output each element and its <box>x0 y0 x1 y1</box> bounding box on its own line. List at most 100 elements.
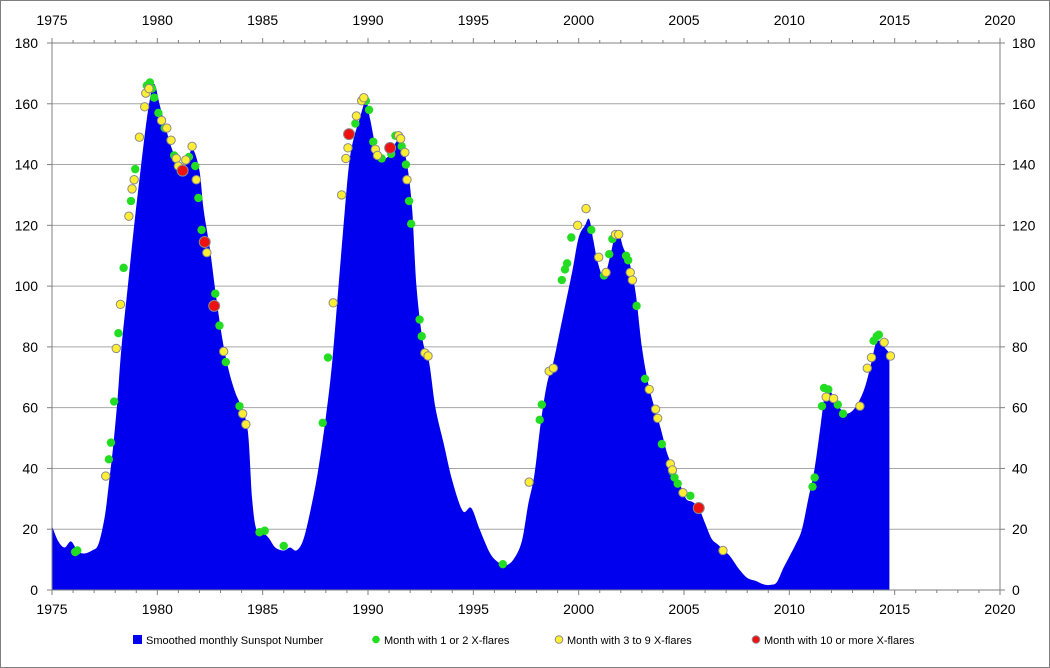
yellow-flare-marker <box>351 111 362 121</box>
yellow-flare-marker <box>359 93 369 103</box>
yellow-flare-marker <box>115 299 126 310</box>
yellow-flare-marker <box>423 351 433 361</box>
green-flare-marker <box>824 385 833 394</box>
flare-markers <box>70 78 896 569</box>
y-tick-label-right: 40 <box>1012 460 1028 476</box>
green-flare-marker <box>369 137 378 146</box>
red-flare-marker <box>208 299 221 312</box>
yellow-flare-marker <box>625 267 635 278</box>
tick-labels: 1975 1975 1980 1980 1985 1985 1990 1990 1995 1995… <box>15 12 1036 617</box>
legend-label-green: Month with 1 or 2 X-flares <box>384 635 510 647</box>
sunspot-area <box>52 83 890 590</box>
yellow-flare-marker <box>395 134 406 144</box>
green-flare-marker <box>498 559 508 569</box>
green-flare-marker <box>114 329 123 338</box>
y-tick-label-left: 140 <box>15 157 39 173</box>
yellow-flare-marker <box>241 419 251 430</box>
legend-swatch-area <box>133 635 142 644</box>
yellow-flare-marker <box>866 352 877 363</box>
y-tick-label-left: 160 <box>15 96 39 112</box>
green-flare-marker <box>535 415 544 425</box>
yellow-flare-marker <box>129 175 139 185</box>
y-tick-label-right: 80 <box>1012 339 1028 355</box>
yellow-flare-marker <box>166 135 176 145</box>
green-flare-marker <box>323 353 333 362</box>
yellow-flare-marker <box>181 155 191 165</box>
green-flare-marker <box>279 541 288 551</box>
x-tick-label-top: 2015 <box>879 12 910 28</box>
x-tick-label-top: 1985 <box>247 12 278 28</box>
yellow-flare-marker <box>237 409 248 419</box>
sunspot-area-layer <box>52 83 890 590</box>
x-tick-label-bottom: 1980 <box>142 601 173 617</box>
green-flare-marker <box>817 401 827 411</box>
green-flare-marker <box>149 93 159 102</box>
red-flare-marker <box>692 501 705 514</box>
x-tick-label-bottom: 1975 <box>36 601 67 617</box>
green-flare-marker <box>415 315 424 324</box>
green-flare-marker <box>401 160 411 169</box>
x-tick-label-bottom: 1985 <box>247 601 278 617</box>
yellow-flare-marker <box>187 141 197 152</box>
yellow-flare-marker <box>202 247 212 258</box>
green-flare-marker <box>657 439 667 449</box>
yellow-flare-marker <box>162 123 172 133</box>
green-flare-marker <box>211 289 220 298</box>
yellow-flare-marker <box>127 184 137 194</box>
legend-label-red: Month with 10 or more X-flares <box>764 635 915 647</box>
yellow-flare-marker <box>879 337 889 348</box>
green-flare-marker <box>318 418 327 428</box>
yellow-flare-marker <box>402 175 412 185</box>
legend-swatch-red <box>751 635 761 644</box>
green-flare-marker <box>838 409 848 418</box>
y-tick-label-left: 40 <box>22 460 38 476</box>
x-tick-label-top: 2010 <box>774 12 805 28</box>
y-tick-label-right: 160 <box>1012 96 1036 112</box>
x-tick-label-bottom: 1990 <box>352 601 383 617</box>
y-tick-label-left: 0 <box>30 582 38 598</box>
y-tick-label-left: 60 <box>22 400 38 416</box>
legend-swatch-green <box>372 635 380 644</box>
green-flare-marker <box>673 479 682 488</box>
x-tick-label-bottom: 2015 <box>879 601 910 617</box>
x-tick-label-bottom: 2000 <box>563 601 594 617</box>
yellow-flare-marker <box>101 471 111 481</box>
green-flare-marker <box>73 546 82 555</box>
axes <box>47 38 1005 595</box>
y-tick-label-right: 100 <box>1012 278 1036 294</box>
yellow-flare-marker <box>336 190 347 200</box>
legend: Smoothed monthly Sunspot Number Month wit… <box>133 635 915 647</box>
yellow-flare-marker <box>343 143 353 153</box>
green-flare-marker <box>260 526 269 535</box>
yellow-flare-marker <box>144 83 154 94</box>
red-flare-marker <box>176 164 189 177</box>
y-tick-label-right: 20 <box>1012 521 1028 537</box>
y-tick-label-right: 120 <box>1012 217 1036 233</box>
y-tick-label-left: 120 <box>15 217 39 233</box>
y-tick-label-right: 0 <box>1012 582 1020 598</box>
yellow-flare-marker <box>718 545 728 556</box>
green-flare-marker <box>197 225 206 235</box>
x-tick-label-top: 2005 <box>668 12 699 28</box>
green-flare-marker <box>810 473 819 482</box>
yellow-flare-marker <box>548 363 559 373</box>
green-flare-marker <box>109 397 119 406</box>
yellow-flare-marker <box>524 477 534 487</box>
green-flare-marker <box>126 196 136 206</box>
red-flare-marker <box>343 128 356 141</box>
green-flare-marker <box>874 330 884 339</box>
yellow-flare-marker <box>572 220 583 231</box>
legend-label-yellow: Month with 3 to 9 X-flares <box>567 635 692 647</box>
y-tick-label-left: 20 <box>22 521 38 537</box>
yellow-flare-marker <box>885 351 896 361</box>
green-flare-marker <box>562 259 572 268</box>
green-flare-marker <box>119 263 128 273</box>
green-flare-marker <box>417 332 426 341</box>
y-tick-label-left: 80 <box>22 339 38 355</box>
yellow-flare-marker <box>678 488 688 498</box>
yellow-flare-marker <box>171 153 181 164</box>
yellow-flare-marker <box>372 150 383 161</box>
green-flare-marker <box>567 233 576 242</box>
green-flare-marker <box>404 196 414 206</box>
